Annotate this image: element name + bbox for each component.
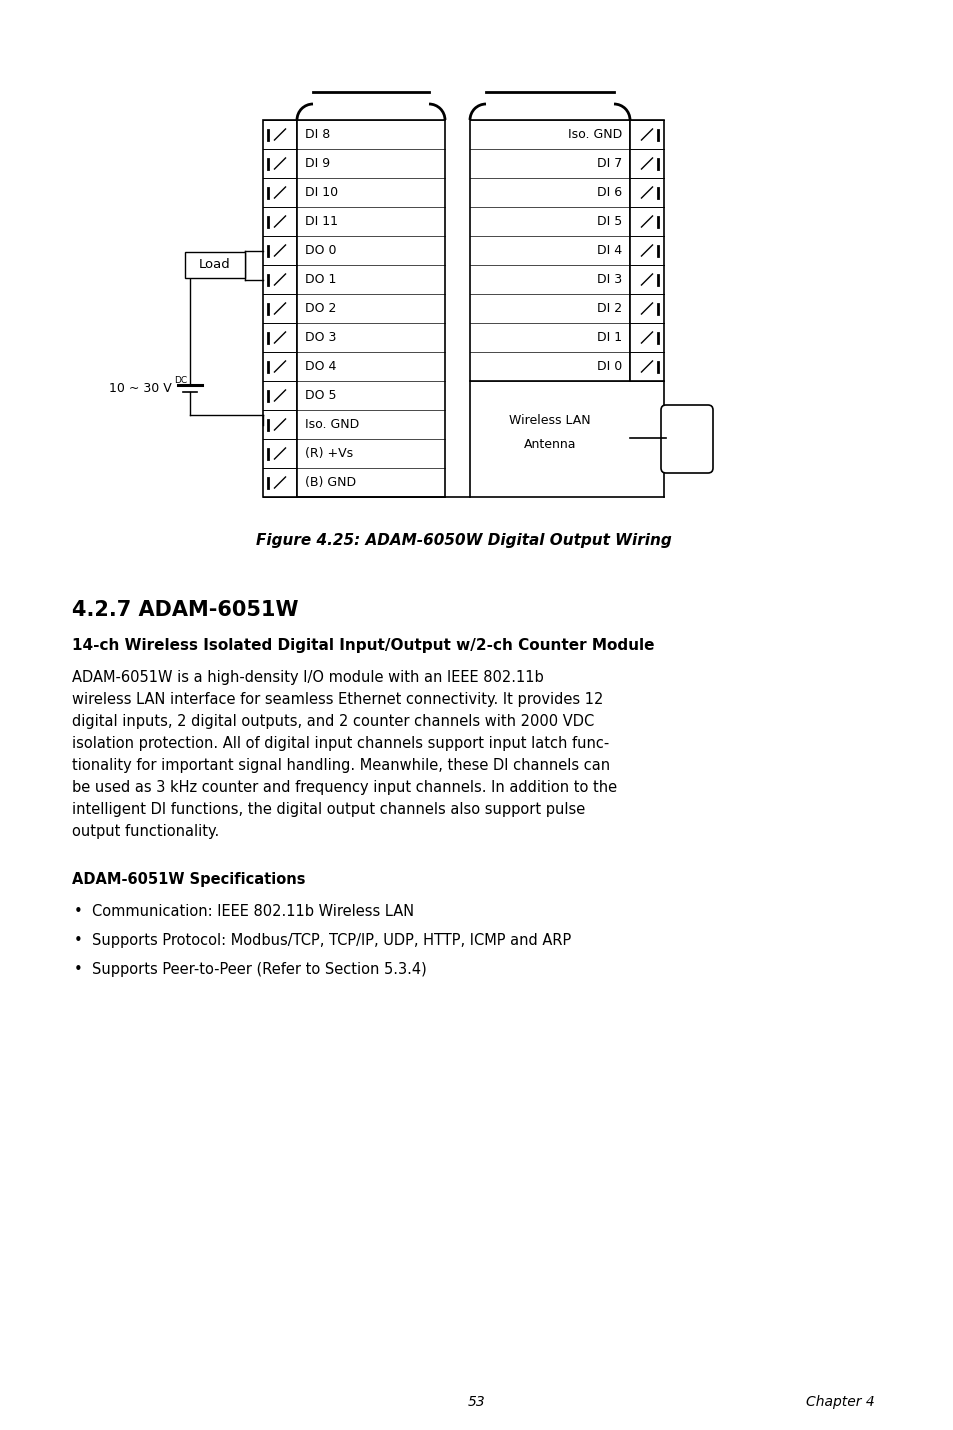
- Text: DI 7: DI 7: [597, 157, 621, 170]
- Text: wireless LAN interface for seamless Ethernet connectivity. It provides 12: wireless LAN interface for seamless Ethe…: [71, 692, 602, 706]
- Text: DO 1: DO 1: [305, 273, 336, 286]
- Text: 14-ch Wireless Isolated Digital Input/Output w/2-ch Counter Module: 14-ch Wireless Isolated Digital Input/Ou…: [71, 638, 654, 654]
- Text: intelligent DI functions, the digital output channels also support pulse: intelligent DI functions, the digital ou…: [71, 802, 584, 817]
- Text: digital inputs, 2 digital outputs, and 2 counter channels with 2000 VDC: digital inputs, 2 digital outputs, and 2…: [71, 714, 594, 729]
- Bar: [296, 120, 444, 498]
- Text: •  Supports Protocol: Modbus/TCP, TCP/IP, UDP, HTTP, ICMP and ARP: • Supports Protocol: Modbus/TCP, TCP/IP,…: [74, 932, 571, 948]
- Text: •  Communication: IEEE 802.11b Wireless LAN: • Communication: IEEE 802.11b Wireless L…: [74, 904, 414, 919]
- Text: DI 9: DI 9: [305, 157, 330, 170]
- Text: DI 4: DI 4: [597, 245, 621, 257]
- Text: (B) GND: (B) GND: [305, 476, 355, 489]
- Text: ADAM-6051W is a high-density I/O module with an IEEE 802.11b: ADAM-6051W is a high-density I/O module …: [71, 671, 543, 685]
- FancyBboxPatch shape: [660, 405, 712, 473]
- Text: DI 3: DI 3: [597, 273, 621, 286]
- Text: output functionality.: output functionality.: [71, 824, 219, 839]
- Text: DI 1: DI 1: [597, 330, 621, 345]
- Bar: [629, 120, 663, 380]
- Text: Iso. GND: Iso. GND: [567, 129, 621, 142]
- Bar: [263, 120, 296, 498]
- Text: Wireless LAN: Wireless LAN: [509, 413, 590, 426]
- Text: isolation protection. All of digital input channels support input latch func-: isolation protection. All of digital inp…: [71, 736, 609, 751]
- Text: DO 4: DO 4: [305, 360, 336, 373]
- Text: DI 0: DI 0: [597, 360, 621, 373]
- Text: Antenna: Antenna: [523, 439, 576, 452]
- Text: DI 10: DI 10: [305, 186, 337, 199]
- Text: be used as 3 kHz counter and frequency input channels. In addition to the: be used as 3 kHz counter and frequency i…: [71, 779, 617, 795]
- Text: DO 0: DO 0: [305, 245, 336, 257]
- Text: Figure 4.25: ADAM-6050W Digital Output Wiring: Figure 4.25: ADAM-6050W Digital Output W…: [255, 532, 671, 548]
- Text: DI 5: DI 5: [597, 214, 621, 227]
- Text: DI 6: DI 6: [597, 186, 621, 199]
- Text: •  Supports Peer-to-Peer (Refer to Section 5.3.4): • Supports Peer-to-Peer (Refer to Sectio…: [74, 962, 426, 977]
- Text: tionality for important signal handling. Meanwhile, these DI channels can: tionality for important signal handling.…: [71, 758, 610, 774]
- Bar: [470, 120, 629, 380]
- Text: DI 2: DI 2: [597, 302, 621, 315]
- Text: DO 3: DO 3: [305, 330, 336, 345]
- Text: DI 8: DI 8: [305, 129, 330, 142]
- Text: Load: Load: [199, 259, 231, 272]
- Text: DC: DC: [173, 376, 187, 385]
- Text: Iso. GND: Iso. GND: [305, 418, 359, 430]
- Text: DO 2: DO 2: [305, 302, 336, 315]
- Text: Chapter 4: Chapter 4: [805, 1396, 874, 1409]
- Text: DO 5: DO 5: [305, 389, 336, 402]
- Text: ADAM-6051W Specifications: ADAM-6051W Specifications: [71, 872, 305, 887]
- Text: DI 11: DI 11: [305, 214, 337, 227]
- Text: 10 ~ 30 V: 10 ~ 30 V: [110, 382, 172, 395]
- Text: (R) +Vs: (R) +Vs: [305, 448, 353, 460]
- Text: 53: 53: [468, 1396, 485, 1409]
- Bar: [185, 252, 245, 277]
- Text: 4.2.7 ADAM-6051W: 4.2.7 ADAM-6051W: [71, 601, 298, 621]
